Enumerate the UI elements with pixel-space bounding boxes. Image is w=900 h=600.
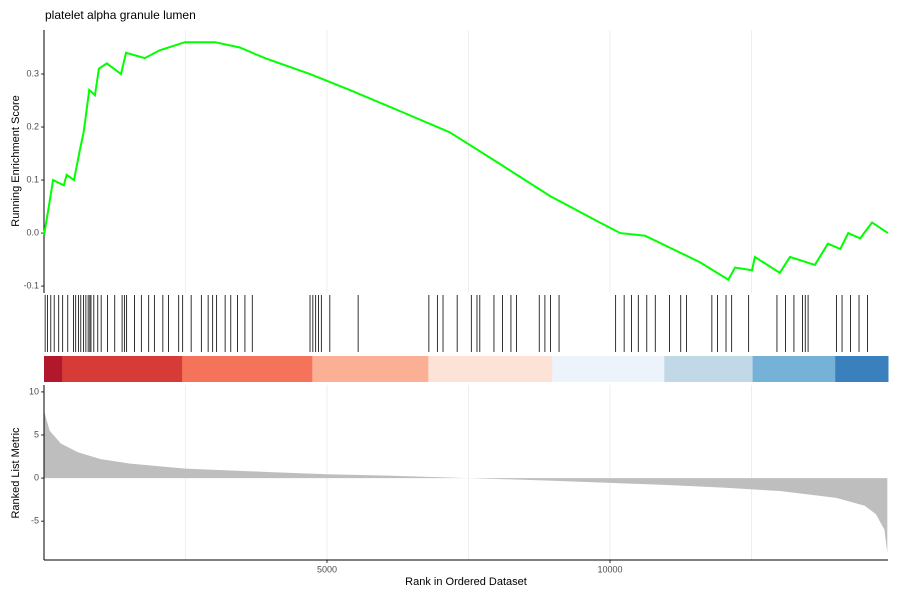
y-axis-label: Running Enrichment Score [10,95,22,226]
y-axis-label: Ranked List Metric [10,427,22,519]
color-strip [752,356,836,382]
y-tick-label: 0.2 [26,121,39,131]
color-strip [312,356,429,382]
x-tick-label: 5000 [317,564,337,574]
color-strip [835,356,889,382]
chart-title: platelet alpha granule lumen [45,8,196,22]
color-strip [428,356,553,382]
y-tick-label: 0 [34,472,39,482]
color-strip [44,356,63,382]
x-tick-label: 10000 [597,564,622,574]
y-tick-label: -5 [31,516,39,526]
y-tick-label: 10 [29,386,39,396]
metric-area [44,410,888,554]
color-strip [552,356,665,382]
y-tick-label: 0.1 [26,174,39,184]
color-strip [62,356,183,382]
y-tick-label: 5 [34,429,39,439]
x-axis-label: Rank in Ordered Dataset [405,576,527,588]
color-strip [664,356,754,382]
y-tick-label: 0.3 [26,68,39,78]
es-line [43,41,889,282]
y-tick-label: 0.0 [26,227,39,237]
color-strip [182,356,313,382]
y-tick-label: -0.1 [23,280,39,290]
